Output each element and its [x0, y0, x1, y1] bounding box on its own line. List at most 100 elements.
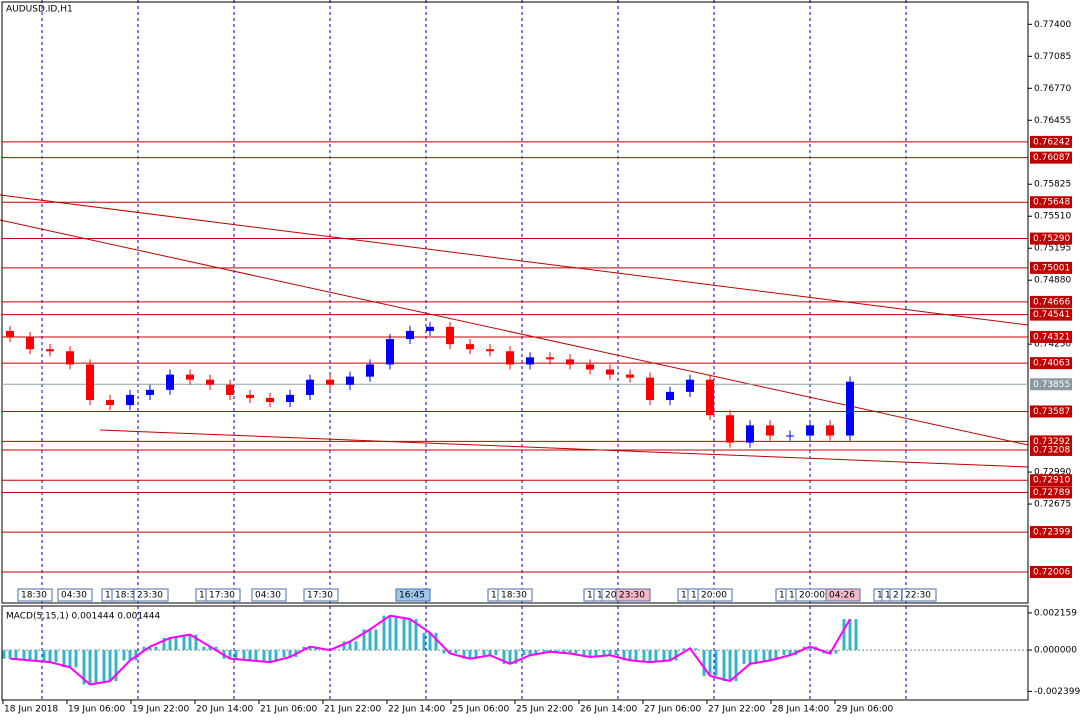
time-flag-label: 18:3	[115, 591, 135, 601]
price-panel-frame	[1, 1, 1029, 604]
candle-body	[46, 349, 54, 352]
level-box	[1030, 357, 1072, 370]
y-tick-label: 0.76770	[1034, 84, 1071, 94]
time-flag-label: 1	[877, 591, 883, 601]
x-tick-label: 26 Jun 14:00	[580, 705, 637, 715]
time-flag-label: 04:26	[829, 591, 855, 601]
level-label: 0.72006	[1033, 567, 1070, 577]
candle-body	[426, 326, 434, 331]
level-box	[1030, 443, 1072, 456]
candle-body	[246, 394, 254, 398]
x-tick-label: 27 Jun 06:00	[644, 705, 701, 715]
time-flag-label: 17	[691, 591, 702, 601]
macd-y-tick-label: -0.002399	[1034, 687, 1080, 697]
candle-body	[66, 351, 74, 365]
level-box	[1030, 151, 1072, 164]
time-flag-label: 15	[105, 591, 116, 601]
y-tick-label: 0.72675	[1034, 500, 1071, 510]
candle-body	[586, 364, 594, 370]
level-box	[1030, 330, 1072, 343]
level-box	[1030, 308, 1072, 321]
candle-body	[646, 377, 654, 400]
time-flag	[205, 588, 241, 602]
candle-body	[526, 357, 534, 365]
level-box	[1030, 135, 1072, 148]
candle-body	[326, 379, 334, 385]
time-flag-label: 17:30	[209, 591, 235, 601]
y-tick-label: 0.77400	[1034, 20, 1071, 30]
time-flag	[497, 588, 533, 602]
candle-body	[106, 399, 114, 406]
x-tick-label: 22 Jun 14:00	[388, 705, 445, 715]
time-flag-label: 20:00	[701, 591, 727, 601]
candle-body	[226, 384, 234, 395]
candle-body	[706, 379, 714, 416]
level-box	[1030, 261, 1072, 274]
level-box	[1030, 565, 1072, 578]
candle-body	[486, 349, 494, 352]
y-tick-label: 0.72990	[1034, 468, 1071, 478]
candle-body	[406, 330, 414, 340]
candle-body	[666, 391, 674, 400]
candle-body	[86, 364, 94, 400]
macd-signal-line	[9, 614, 851, 686]
candle-body	[806, 425, 814, 436]
time-flag-label: 04:30	[61, 591, 87, 601]
time-flag	[697, 588, 733, 602]
x-tick-label: 19 Jun 22:00	[132, 705, 189, 715]
candle-body	[786, 435, 794, 437]
level-label: 0.75290	[1033, 234, 1070, 244]
level-label: 0.72789	[1033, 488, 1070, 498]
candle-body	[446, 326, 454, 345]
candle-body	[626, 374, 634, 378]
time-flag-label: 15	[779, 591, 790, 601]
candle-body	[366, 364, 374, 377]
level-label: 0.75648	[1033, 198, 1070, 208]
chart-title: AUDUSD.ID,H1	[6, 5, 73, 15]
level-label: 0.72910	[1033, 476, 1070, 486]
level-label: 0.74666	[1033, 297, 1070, 307]
level-label: 0.75001	[1033, 263, 1070, 273]
time-flag	[57, 588, 93, 602]
candle-body	[266, 397, 274, 403]
x-tick-label: 25 Jun 06:00	[452, 705, 509, 715]
time-flag-label: 20:00	[799, 591, 825, 601]
x-tick-label: 28 Jun 14:00	[772, 705, 829, 715]
time-flag-label: 2	[893, 591, 899, 601]
candle-body	[826, 425, 834, 436]
candle-body	[206, 379, 214, 385]
candle-body	[466, 344, 474, 350]
trend-lines	[0, 194, 1029, 468]
time-flag-label: 23:30	[137, 591, 163, 601]
candle-body	[606, 369, 614, 375]
time-flag-label: 18:30	[21, 591, 47, 601]
x-tick-label: 25 Jun 22:00	[516, 705, 573, 715]
time-flag	[251, 588, 287, 602]
day-separators	[41, 0, 907, 700]
macd-y-tick-label: 0.000000	[1034, 646, 1077, 656]
y-tick-label: 0.75195	[1034, 244, 1071, 254]
candle-body	[6, 330, 14, 338]
time-flag-label: 18:30	[501, 591, 527, 601]
y-tick-label: 0.74250	[1034, 340, 1071, 350]
x-tick-label: 20 Jun 14:00	[196, 705, 253, 715]
level-label: 0.74321	[1033, 332, 1070, 342]
candle-body	[686, 379, 694, 392]
candle-body	[186, 374, 194, 380]
x-tick-label: 21 Jun 06:00	[260, 705, 317, 715]
candle-body	[766, 425, 774, 436]
time-flag-label: 1	[681, 591, 687, 601]
level-box	[1030, 232, 1072, 245]
time-flag-label: 1	[491, 591, 497, 601]
level-box	[1030, 196, 1072, 209]
candle-body	[166, 374, 174, 390]
time-flag-label: 15	[587, 591, 598, 601]
candle-body	[726, 415, 734, 443]
time-flag-label: 1	[597, 591, 603, 601]
level-label: 0.76087	[1033, 153, 1070, 163]
y-tick-label: 0.77085	[1034, 52, 1071, 62]
y-tick-label: 0.74880	[1034, 276, 1071, 286]
candle-body	[286, 394, 294, 403]
